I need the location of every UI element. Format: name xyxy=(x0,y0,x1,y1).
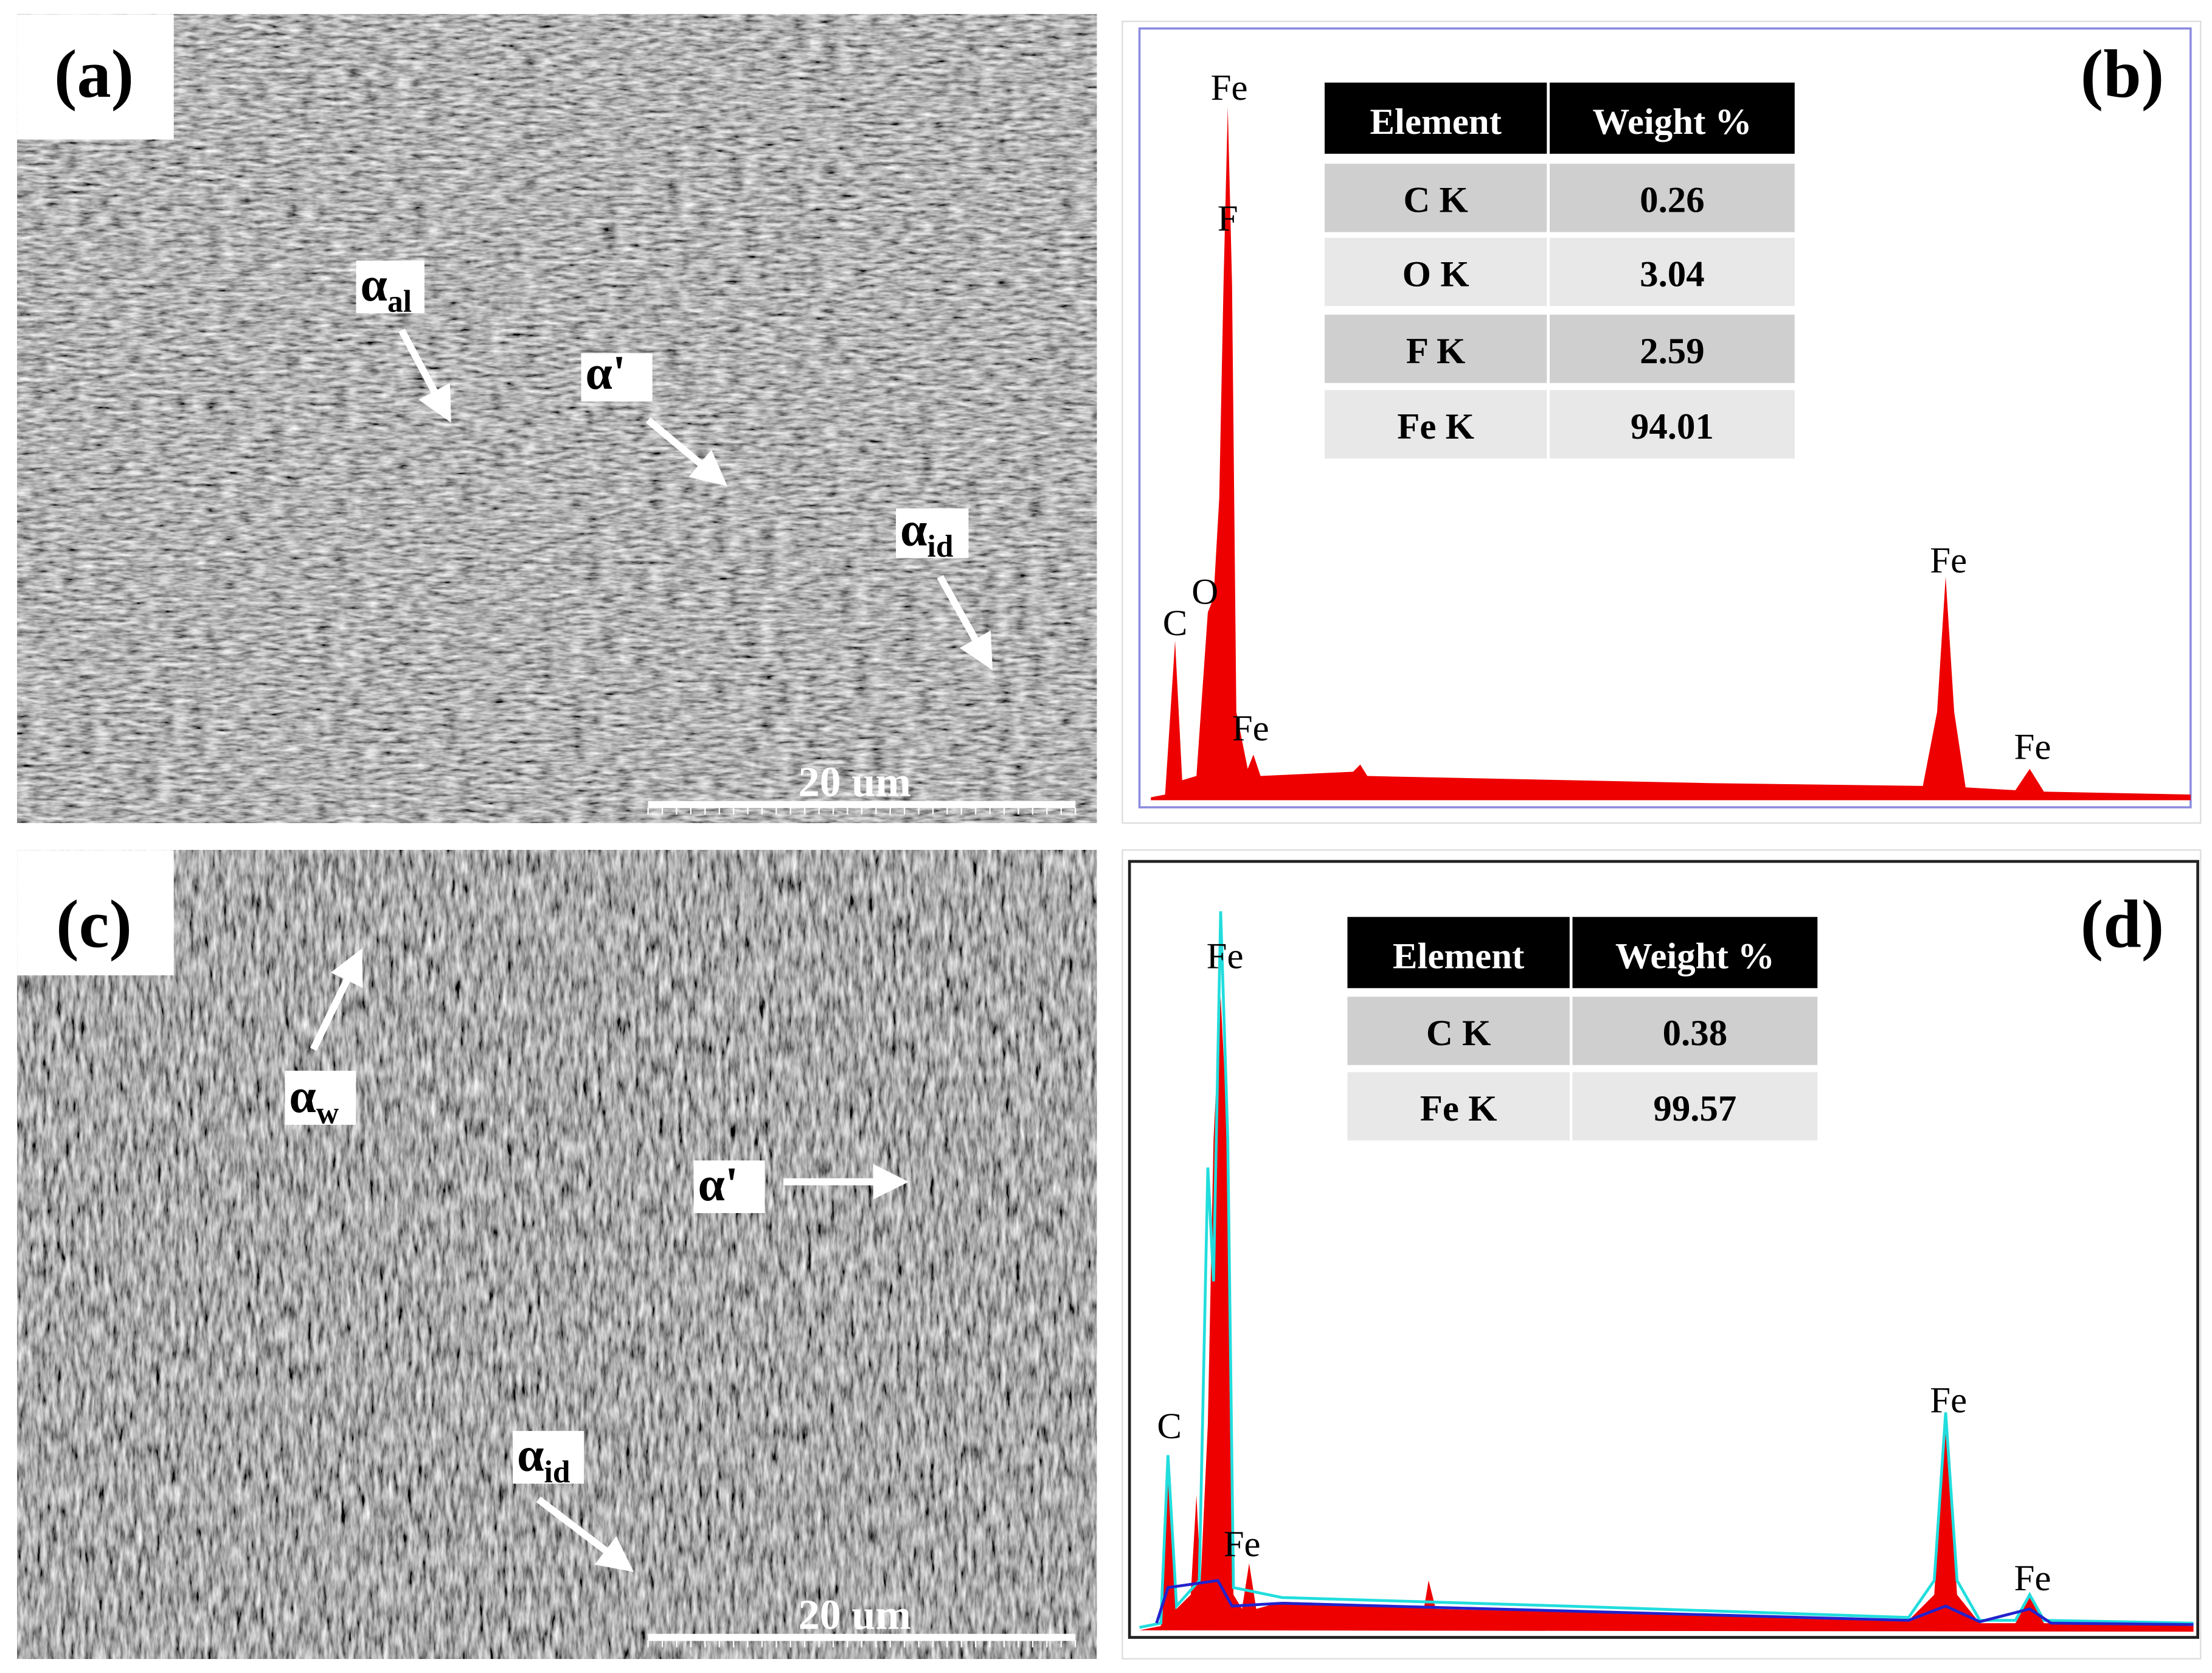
peak-label: Fe xyxy=(1930,540,1967,581)
annotation: αw xyxy=(289,1070,339,1131)
peak-label: F xyxy=(1218,198,1238,239)
table-cell-text: Fe K xyxy=(1397,406,1474,447)
table-header-cell xyxy=(1572,917,1818,989)
sem-texture xyxy=(17,850,1097,1659)
scale-bar-label: 20 um xyxy=(798,758,910,805)
table-cell-text: C K xyxy=(1426,1013,1491,1054)
peak-label: Fe xyxy=(1232,708,1269,749)
annotation-arrow xyxy=(645,417,727,487)
table-header-cell xyxy=(1550,82,1795,154)
peak-label: Fe xyxy=(1224,1524,1261,1565)
spectrum-d-fit xyxy=(1155,1579,2194,1626)
peak-label: C xyxy=(1163,603,1188,644)
table-header: Weight % xyxy=(1615,936,1775,977)
table-cell xyxy=(1324,164,1547,232)
annotation-symbol: α' xyxy=(698,1158,739,1211)
table-header-cell xyxy=(1347,917,1570,989)
peak-label: Fe xyxy=(1207,936,1244,977)
annotation-box xyxy=(581,353,653,402)
table-header: Weight % xyxy=(1592,102,1752,142)
annotation: α' xyxy=(698,1158,739,1211)
peak-label: Fe xyxy=(1930,1380,1967,1421)
annotation-symbol: α xyxy=(289,1070,316,1123)
peak-label: Fe xyxy=(1211,68,1248,108)
annotation: αid xyxy=(517,1428,570,1490)
table-header: Element xyxy=(1393,936,1524,977)
table-cell xyxy=(1550,390,1795,459)
table-cell xyxy=(1347,1072,1570,1141)
table-cell xyxy=(1324,390,1547,459)
panel-label: (d) xyxy=(2081,886,2164,962)
annotation-subscript: w xyxy=(316,1096,339,1131)
panel-label-box xyxy=(17,850,174,976)
table-cell-text: C K xyxy=(1403,180,1468,221)
annotation: αal xyxy=(361,258,412,319)
table-cell-text: 94.01 xyxy=(1631,406,1714,447)
peak-label: Fe xyxy=(2014,726,2051,767)
table-cell-text: 0.26 xyxy=(1640,180,1705,221)
annotation-box xyxy=(285,1071,356,1125)
panel-label-box xyxy=(17,14,174,140)
panel-label: (c) xyxy=(56,886,132,962)
annotation-arrow xyxy=(310,948,363,1051)
table-cell-text: 2.59 xyxy=(1640,331,1705,372)
table-cell-text: 3.04 xyxy=(1640,254,1705,294)
annotation-subscript: id xyxy=(927,529,954,564)
spectrum-d-overlay xyxy=(1139,911,2194,1629)
annotation: αid xyxy=(900,503,954,564)
annotation-arrow xyxy=(937,575,993,670)
annotation-symbol: α xyxy=(517,1428,544,1482)
table-cell-text: 99.57 xyxy=(1653,1088,1736,1129)
table-cell xyxy=(1572,996,1818,1065)
table-cell-text: F K xyxy=(1406,331,1466,372)
annotation-symbol: α xyxy=(900,503,927,556)
panel-label: (a) xyxy=(54,37,134,112)
annotation-symbol: α xyxy=(361,258,387,311)
table-cell xyxy=(1550,315,1795,383)
annotation-box xyxy=(896,508,969,558)
annotation: α' xyxy=(586,346,626,400)
table-header-cell xyxy=(1324,82,1547,154)
peak-label: C xyxy=(1157,1406,1182,1447)
annotation-symbol: α' xyxy=(586,346,626,400)
table-cell xyxy=(1324,315,1547,383)
peak-label: Fe xyxy=(2014,1558,2051,1599)
table-cell-text: Fe K xyxy=(1420,1088,1497,1129)
table-cell-text: O K xyxy=(1402,254,1469,294)
annotation-box xyxy=(356,260,425,313)
annotation-subscript: id xyxy=(544,1455,570,1489)
annotation-subscript: al xyxy=(387,285,412,319)
annotation-arrow xyxy=(536,1496,634,1572)
sem-texture xyxy=(17,14,1097,823)
peak-label: O xyxy=(1191,571,1218,612)
table-cell xyxy=(1550,237,1795,307)
table-cell xyxy=(1550,164,1795,232)
table-cell xyxy=(1324,237,1547,307)
panel-label: (b) xyxy=(2081,37,2164,112)
table-cell xyxy=(1347,996,1570,1065)
table-cell-text: 0.38 xyxy=(1663,1013,1728,1054)
table-header: Element xyxy=(1370,102,1501,142)
spectrum-plot-d xyxy=(1128,860,2199,1639)
annotation-box xyxy=(513,1431,584,1484)
scale-bar-label: 20 um xyxy=(798,1591,910,1638)
annotation-arrow xyxy=(398,329,451,423)
annotation-box xyxy=(693,1160,765,1214)
table-cell xyxy=(1572,1072,1818,1141)
